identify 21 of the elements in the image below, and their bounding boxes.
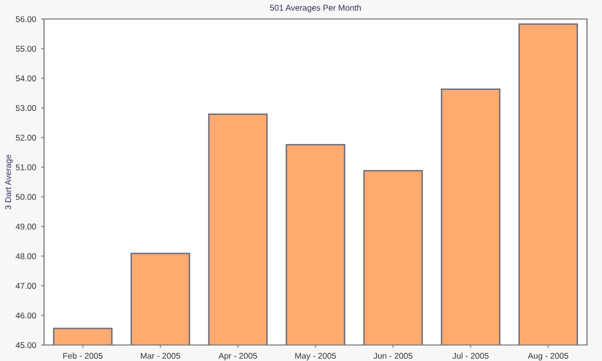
y-tick-label: 49.00 [16,224,36,230]
x-tick-label: Apr - 2005 [218,352,258,360]
y-tick-label: 52.00 [16,134,36,141]
x-tick-label: Aug - 2005 [528,352,568,360]
y-tick-label: 50.00 [16,194,36,200]
y-tick-label: 56.00 [16,16,36,22]
y-tick-label: 47.00 [16,282,36,289]
y-tick-label: 48.00 [16,253,36,260]
y-tick-label: 54.00 [16,75,36,82]
x-tick-label: Jun - 2005 [374,352,412,359]
x-tick-label: Mar - 2005 [140,352,180,359]
x-tick-label: Jul - 2005 [452,352,489,359]
chart-title: 501 Averages Per Month [270,4,361,12]
y-tick-label: 55.00 [16,46,36,52]
y-tick-label: 45.00 [16,342,36,348]
y-tick-label: 53.00 [16,105,36,112]
y-tick-label: 51.00 [16,164,36,170]
x-tick-label: Feb - 2005 [63,352,103,359]
x-tick-label: May - 2005 [295,352,336,360]
y-axis-title: 3 Dart Average [5,154,13,210]
y-tick-label: 46.00 [16,312,36,318]
